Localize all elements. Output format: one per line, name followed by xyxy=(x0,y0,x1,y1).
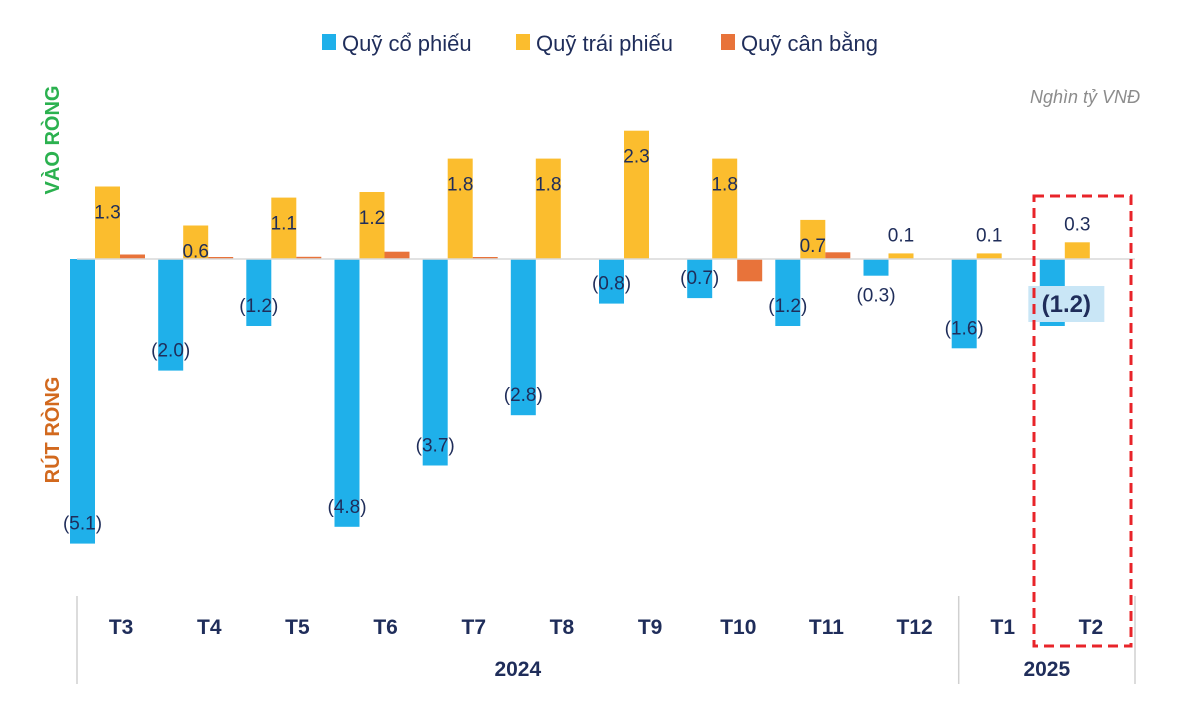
year-label-2024: 2024 xyxy=(494,658,541,681)
label-1-t12: 0.1 xyxy=(888,225,914,246)
bar-1-t12 xyxy=(888,253,914,259)
label-0-t1: (1.6) xyxy=(945,318,984,339)
bar-2-t6 xyxy=(384,251,410,259)
bar-0-t12 xyxy=(863,259,889,276)
category-axis: T3 T4 T5 T6 T7 T8 T9 T10 T11 T12 T1 T2 2024 2025 xyxy=(76,596,1136,684)
bar-0-t9 xyxy=(599,259,624,304)
label-0-t6: (4.8) xyxy=(327,497,366,518)
legend-swatch-0 xyxy=(322,34,336,50)
tick-t3: T3 xyxy=(109,616,134,639)
label-1-t10: 1.8 xyxy=(711,175,737,196)
label-1-t7: 1.8 xyxy=(447,175,473,196)
bar-0-t11 xyxy=(775,259,801,326)
legend-label-0: Quỹ cổ phiếu xyxy=(342,31,472,56)
label-0-t9: (0.8) xyxy=(592,274,631,295)
label-1-t11: 0.7 xyxy=(800,236,826,257)
bar-0-t4 xyxy=(158,259,184,371)
label-0-t5: (1.2) xyxy=(239,296,278,317)
bar-2-t7 xyxy=(472,257,498,259)
tick-t12: T12 xyxy=(897,616,933,639)
tick-t7: T7 xyxy=(462,616,487,639)
label-0-t4: (2.0) xyxy=(151,341,190,362)
highlight-box-t2 xyxy=(1032,194,1133,648)
bar-1-t1 xyxy=(976,253,1002,259)
label-0-t7: (3.7) xyxy=(416,436,455,457)
unit-label: Nghìn tỷ VNĐ xyxy=(1030,87,1140,107)
net-outflow-label: RÚT RÒNG xyxy=(40,377,64,484)
label-1-t1: 0.1 xyxy=(976,225,1002,246)
label-0-t10: (0.7) xyxy=(680,268,719,289)
bar-0-t1 xyxy=(951,259,977,349)
label-0-t3: (5.1) xyxy=(63,514,102,535)
bar-1-t5 xyxy=(271,197,297,259)
highlight-label-bg xyxy=(1028,286,1105,322)
tick-t9: T9 xyxy=(638,616,663,639)
tick-t10: T10 xyxy=(720,616,756,639)
tick-t6: T6 xyxy=(373,616,398,639)
bar-0-t5 xyxy=(246,259,272,326)
bar-1-t3 xyxy=(95,186,120,259)
bar-1-t10 xyxy=(712,158,738,259)
bar-1-t8 xyxy=(535,158,561,259)
label-0-t2: (1.2) xyxy=(1042,291,1091,318)
label-1-t3: 1.3 xyxy=(94,203,120,224)
bar-0-t3 xyxy=(70,259,95,544)
label-1-t8: 1.8 xyxy=(535,175,561,196)
label-1-t5: 1.1 xyxy=(271,214,297,235)
bar-2-t3 xyxy=(120,254,145,259)
net-inflow-label: VÀO RÒNG xyxy=(40,86,64,195)
tick-t1: T1 xyxy=(991,616,1016,639)
legend-swatch-1 xyxy=(516,34,530,50)
bar-1-t4 xyxy=(183,225,209,259)
tick-t2: T2 xyxy=(1079,616,1104,639)
bars xyxy=(70,130,1090,544)
label-1-t2: 0.3 xyxy=(1064,214,1090,235)
tick-t4: T4 xyxy=(197,616,222,639)
label-0-t8: (2.8) xyxy=(504,385,543,406)
data-labels: (5.1) 1.3 (2.0) 0.6 (1.2) 1.1 (4.8) 1.2 (3.7) 1.8… xyxy=(63,147,1105,535)
bar-0-t10 xyxy=(687,259,713,299)
label-0-t12: (0.3) xyxy=(856,286,895,307)
bar-1-t6 xyxy=(359,192,385,259)
bar-1-t7 xyxy=(447,158,473,259)
label-0-t11: (1.2) xyxy=(768,296,807,317)
bar-1-t11 xyxy=(800,219,826,259)
bar-0-t8 xyxy=(510,259,536,416)
bar-0-t6 xyxy=(334,259,360,527)
legend-swatch-2 xyxy=(721,34,735,50)
label-1-t6: 1.2 xyxy=(359,208,385,229)
bar-2-t11 xyxy=(825,252,851,259)
label-1-t9: 2.3 xyxy=(623,147,649,168)
label-1-t4: 0.6 xyxy=(182,242,208,263)
legend: Quỹ cổ phiếu Quỹ trái phiếu Quỹ cân bằng xyxy=(322,31,878,56)
year-label-2025: 2025 xyxy=(1023,658,1070,681)
tick-t8: T8 xyxy=(550,616,575,639)
legend-label-1: Quỹ trái phiếu xyxy=(536,31,673,56)
tick-t5: T5 xyxy=(285,616,310,639)
bar-2-t5 xyxy=(296,256,322,259)
bar-1-t2 xyxy=(1064,242,1090,259)
bar-2-t4 xyxy=(208,257,234,259)
bar-0-t7 xyxy=(422,259,448,466)
bar-1-t9 xyxy=(624,130,649,259)
tick-t11: T11 xyxy=(809,616,844,639)
bar-2-t10 xyxy=(737,259,763,282)
legend-label-2: Quỹ cân bằng xyxy=(741,31,878,56)
